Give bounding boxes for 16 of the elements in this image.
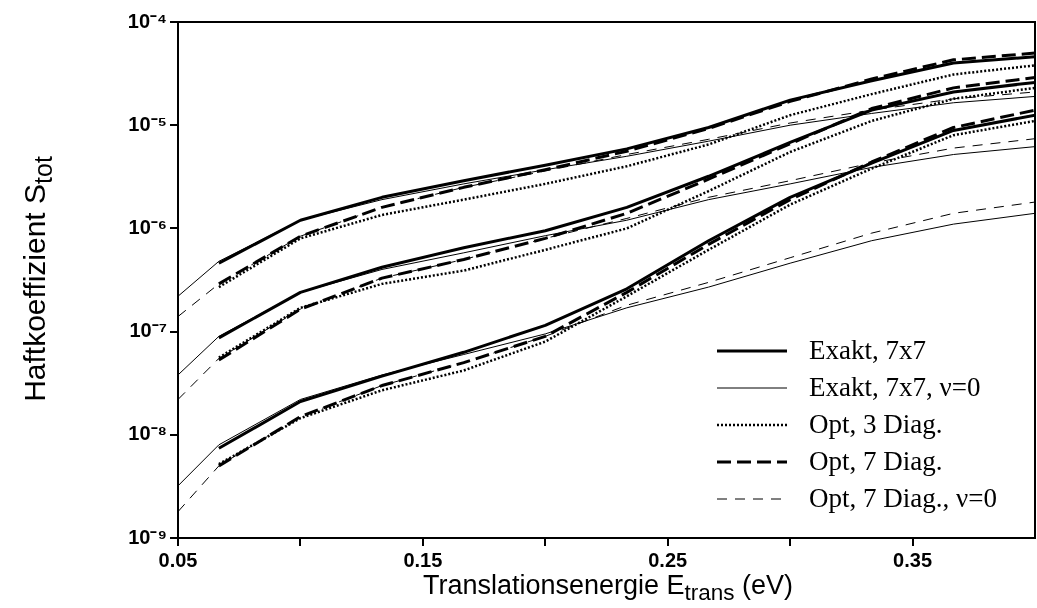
y-tick-label: 10⁻⁵	[128, 112, 167, 135]
y-tick-label: 10⁻⁸	[128, 422, 167, 445]
y-tick-label: 10⁻⁷	[129, 319, 167, 342]
legend-label: Exakt, 7x7	[809, 334, 927, 367]
x-tick-label: 0.15	[403, 548, 443, 571]
legend-label: Exakt, 7x7, ν=0	[809, 371, 981, 404]
y-tick-label: 10⁻⁶	[128, 215, 167, 238]
y-tick-label: 10⁻⁴	[127, 9, 167, 32]
x-tick-label: 0.25	[648, 548, 688, 571]
x-axis-title: Translationsenergie E$_{trans}$ (eV)	[422, 569, 794, 607]
y-tick-label: 10⁻⁹	[128, 525, 167, 548]
x-tick-label: 0.05	[158, 548, 198, 571]
legend-label: Opt, 7 Diag.	[809, 445, 943, 478]
legend-label: Opt, 3 Diag.	[809, 408, 943, 441]
x-tick-label: 0.35	[893, 548, 933, 571]
legend-label: Opt, 7 Diag., ν=0	[809, 482, 997, 515]
